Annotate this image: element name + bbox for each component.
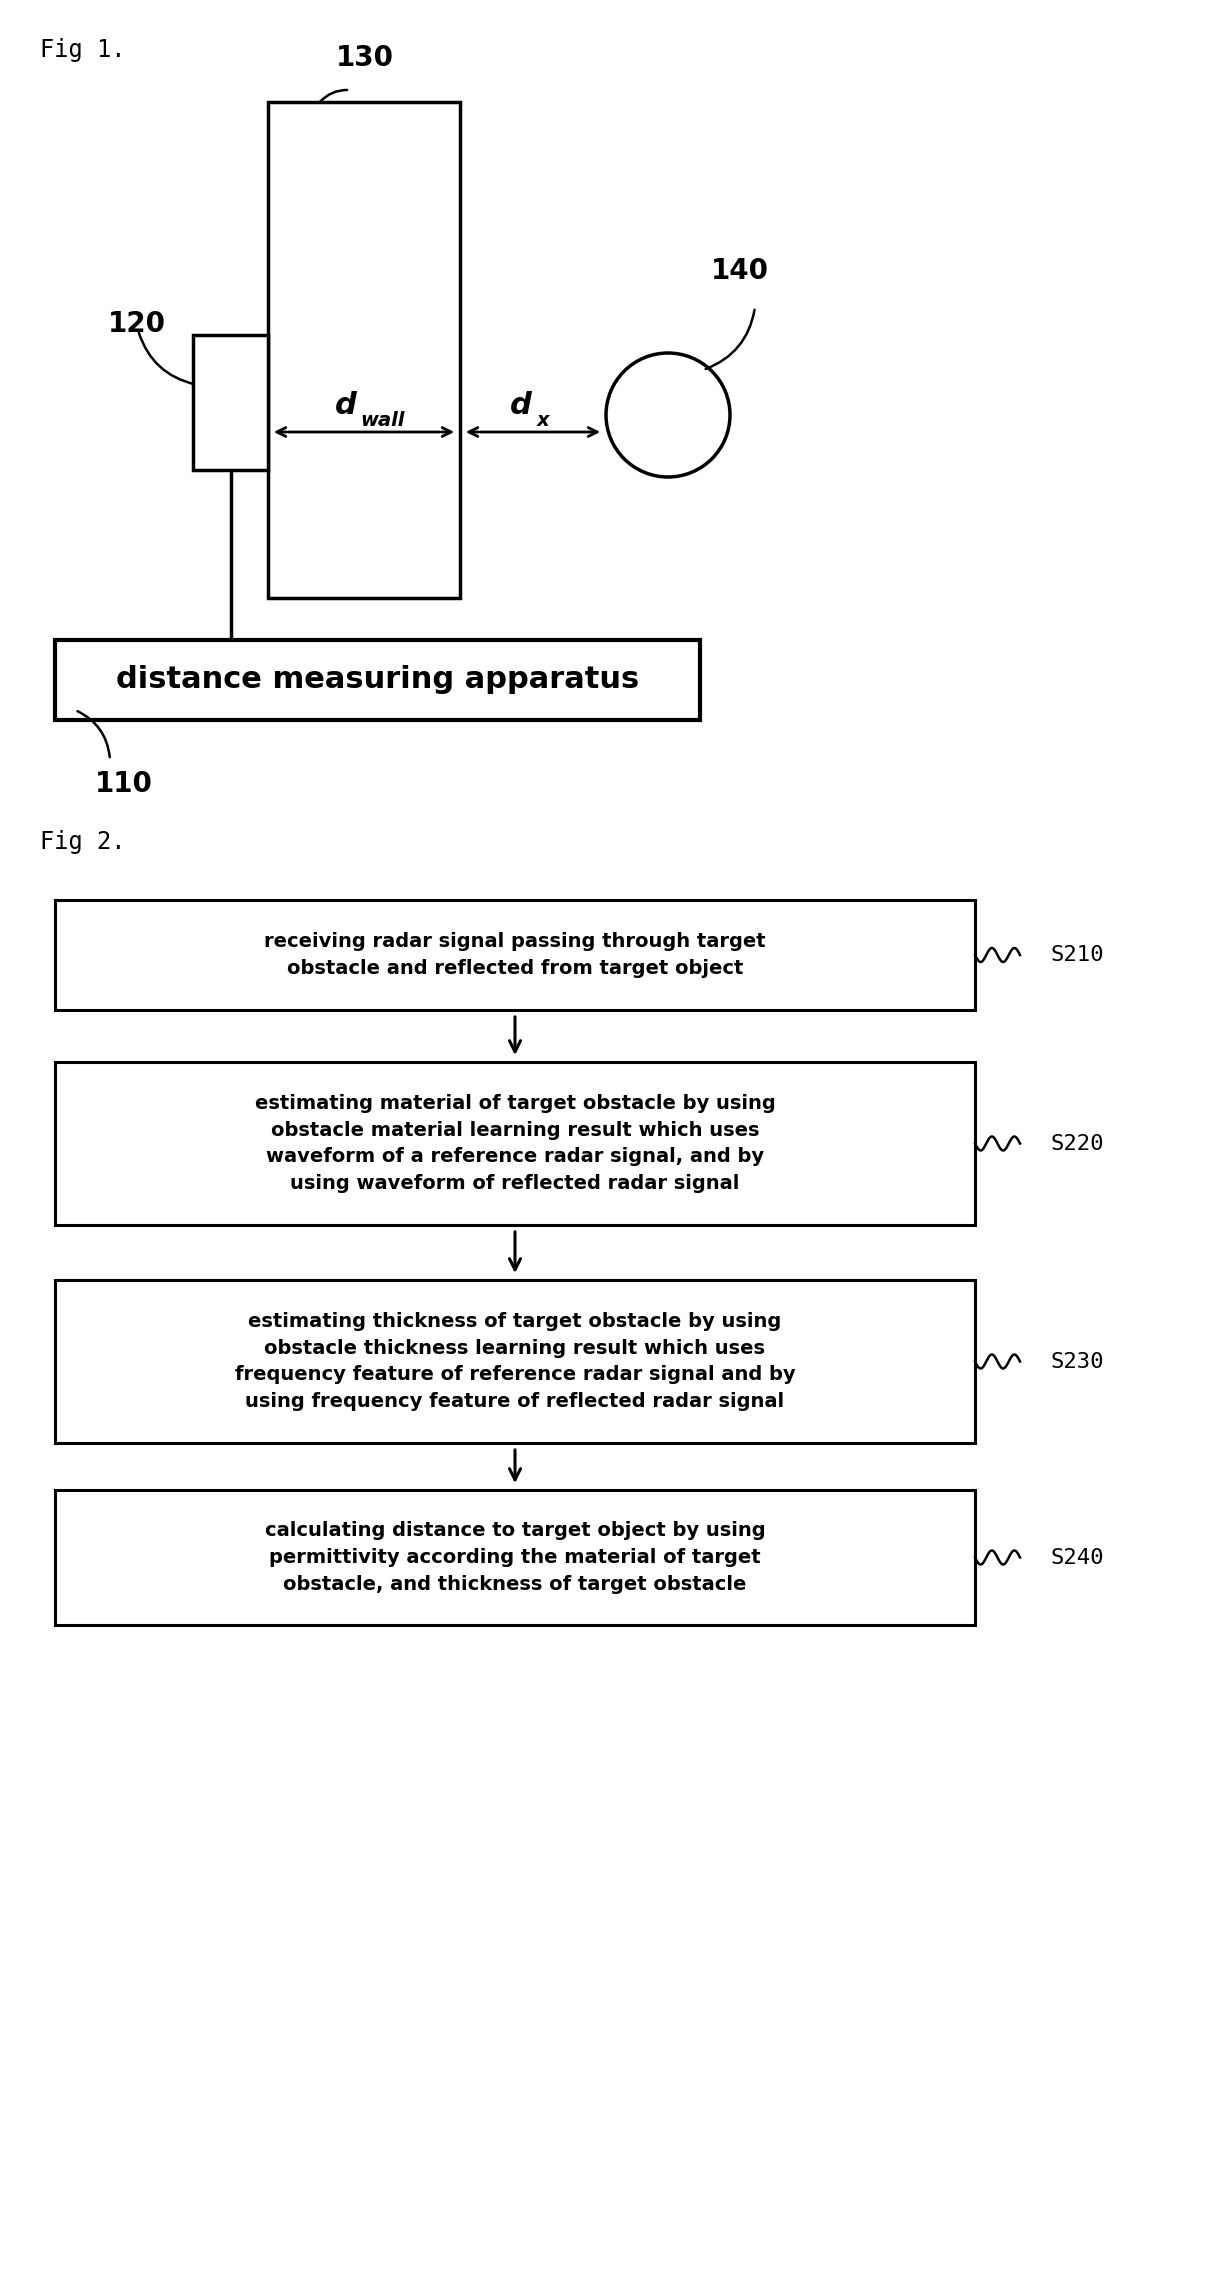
Text: x: x <box>537 411 549 430</box>
Text: 140: 140 <box>710 256 769 286</box>
Text: 110: 110 <box>96 770 153 798</box>
Text: calculating distance to target object by using
permittivity according the materi: calculating distance to target object by… <box>265 1522 766 1593</box>
Text: 130: 130 <box>336 43 394 71</box>
Text: S240: S240 <box>1050 1548 1104 1568</box>
Bar <box>55 1280 975 1442</box>
Text: S230: S230 <box>1050 1351 1104 1372</box>
Bar <box>268 103 461 599</box>
Bar <box>194 336 268 471</box>
Bar <box>55 640 699 720</box>
Bar <box>55 1063 975 1225</box>
Text: Fig 1.: Fig 1. <box>40 39 125 62</box>
Text: S210: S210 <box>1050 944 1104 965</box>
Text: estimating thickness of target obstacle by using
obstacle thickness learning res: estimating thickness of target obstacle … <box>235 1312 795 1410</box>
Text: d: d <box>510 391 532 421</box>
Bar <box>55 901 975 1010</box>
Text: S220: S220 <box>1050 1134 1104 1154</box>
Text: d: d <box>336 391 356 421</box>
Text: 120: 120 <box>108 311 167 338</box>
Bar <box>55 1490 975 1625</box>
Text: distance measuring apparatus: distance measuring apparatus <box>116 665 639 695</box>
Circle shape <box>606 352 730 478</box>
Text: Fig 2.: Fig 2. <box>40 830 125 855</box>
Text: wall: wall <box>360 411 404 430</box>
Text: estimating material of target obstacle by using
obstacle material learning resul: estimating material of target obstacle b… <box>255 1095 775 1193</box>
Text: receiving radar signal passing through target
obstacle and reflected from target: receiving radar signal passing through t… <box>265 933 766 978</box>
